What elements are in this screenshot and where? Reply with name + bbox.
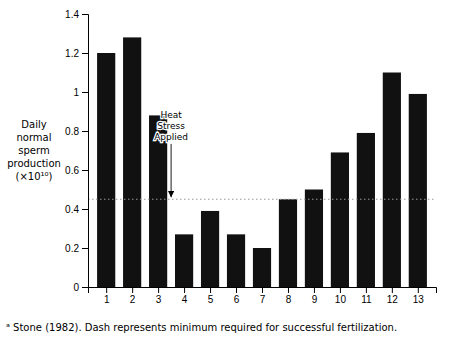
reference-line	[88, 199, 436, 200]
bar	[357, 133, 375, 287]
y-tick: 1	[73, 87, 88, 98]
annotation-text-line: Heat	[160, 110, 182, 120]
x-tick-mark	[366, 287, 367, 293]
bar	[253, 248, 271, 287]
y-tick: 1.4	[65, 9, 88, 20]
bar	[201, 211, 219, 287]
bar	[279, 199, 297, 287]
x-tick-label: 9	[312, 294, 318, 305]
x-tick-mark	[106, 287, 107, 293]
x-tick: 7	[260, 287, 266, 305]
x-tick-label: 11	[361, 294, 372, 305]
x-tick-mark	[314, 287, 315, 293]
y-axis-title-line: sperm	[18, 145, 49, 156]
x-tick-label: 4	[182, 294, 188, 305]
y-tick-label: 0.8	[65, 126, 79, 137]
x-tick-mark	[184, 287, 185, 293]
y-tick-label: 0	[73, 282, 79, 293]
y-tick: 0.2	[65, 243, 88, 254]
y-axis: 0 0.2 0.4 0.6 0.8 1 1.2 1.4	[65, 9, 88, 293]
y-tick-mark	[82, 92, 88, 93]
x-tick-label: 13	[413, 294, 425, 305]
x-tick-label: 10	[335, 294, 347, 305]
x-tick: 13	[413, 287, 425, 305]
x-tick: 3	[156, 287, 162, 305]
y-tick: 0.4	[65, 204, 88, 215]
y-tick-mark	[82, 53, 88, 54]
x-tick: 8	[286, 287, 292, 305]
x-tick: 11	[361, 287, 372, 305]
x-tick-mark	[288, 287, 289, 293]
x-tick-mark	[158, 287, 159, 293]
y-axis-title-line: (×10¹⁰)	[16, 171, 53, 182]
x-tick-mark	[210, 287, 211, 293]
y-tick-mark	[82, 248, 88, 249]
annotation-text-line: Stress	[157, 121, 185, 131]
y-tick: 0.6	[65, 165, 88, 176]
y-axis-line	[82, 15, 89, 288]
y-axis-title-line: normal	[16, 132, 51, 143]
bar	[409, 94, 427, 287]
annotation-arrow	[171, 144, 172, 197]
x-tick: 1	[104, 287, 110, 305]
annotation-text: HeatStressApplied	[154, 110, 188, 142]
x-tick-label: 5	[208, 294, 214, 305]
y-tick-mark	[82, 209, 88, 210]
bar	[97, 53, 115, 287]
bar	[383, 73, 401, 288]
x-tick: 6	[234, 287, 240, 305]
x-tick: 10	[335, 287, 347, 305]
y-tick: 1.2	[65, 48, 88, 59]
y-tick-mark	[82, 14, 88, 15]
y-axis-title: Daily normal sperm production (×10¹⁰)	[7, 119, 61, 182]
bar	[227, 234, 245, 287]
bar	[331, 152, 349, 287]
x-tick: 5	[208, 287, 214, 305]
x-tick: 2	[130, 287, 136, 305]
bar	[123, 37, 141, 287]
bar	[175, 234, 193, 287]
x-tick-mark	[132, 287, 133, 293]
x-tick-label: 1	[104, 294, 110, 305]
y-axis-title-line: Daily	[21, 119, 46, 130]
chart: 1234567891011121300.20.40.60.811.21.4Dai…	[0, 0, 450, 337]
y-tick-label: 0.4	[65, 204, 79, 215]
x-tick-label: 12	[387, 294, 399, 305]
y-tick-label: 0.2	[65, 243, 79, 254]
x-axis: 12345678910111213	[89, 287, 437, 305]
y-tick-label: 1.4	[65, 9, 79, 20]
x-tick-mark	[236, 287, 237, 293]
y-tick-mark	[82, 131, 88, 132]
x-tick-label: 6	[234, 294, 240, 305]
x-tick-label: 7	[260, 294, 266, 305]
footnote: ᵃ Stone (1982). Dash represents minimum …	[6, 322, 397, 333]
x-tick-mark	[340, 287, 341, 293]
y-axis-title-line: production	[7, 158, 61, 169]
x-tick: 4	[182, 287, 188, 305]
y-tick-label: 0.6	[65, 165, 79, 176]
x-tick-label: 8	[286, 294, 292, 305]
bar	[305, 190, 323, 288]
x-tick-mark	[418, 287, 419, 293]
y-tick-mark	[82, 170, 88, 171]
x-tick: 12	[387, 287, 399, 305]
x-axis-line	[89, 288, 437, 294]
x-tick: 9	[312, 287, 318, 305]
y-tick-label: 1.2	[65, 48, 79, 59]
x-tick-label: 2	[130, 294, 136, 305]
y-tick: 0.8	[65, 126, 88, 137]
plot-area	[88, 37, 436, 287]
y-tick: 0	[73, 282, 88, 293]
y-tick-label: 1	[73, 87, 79, 98]
y-tick-mark	[82, 287, 88, 288]
x-tick-mark	[392, 287, 393, 293]
x-tick-mark	[262, 287, 263, 293]
x-tick-label: 3	[156, 294, 162, 305]
annotation: HeatStressApplied	[154, 110, 188, 197]
annotation-text-line: Applied	[154, 132, 188, 142]
